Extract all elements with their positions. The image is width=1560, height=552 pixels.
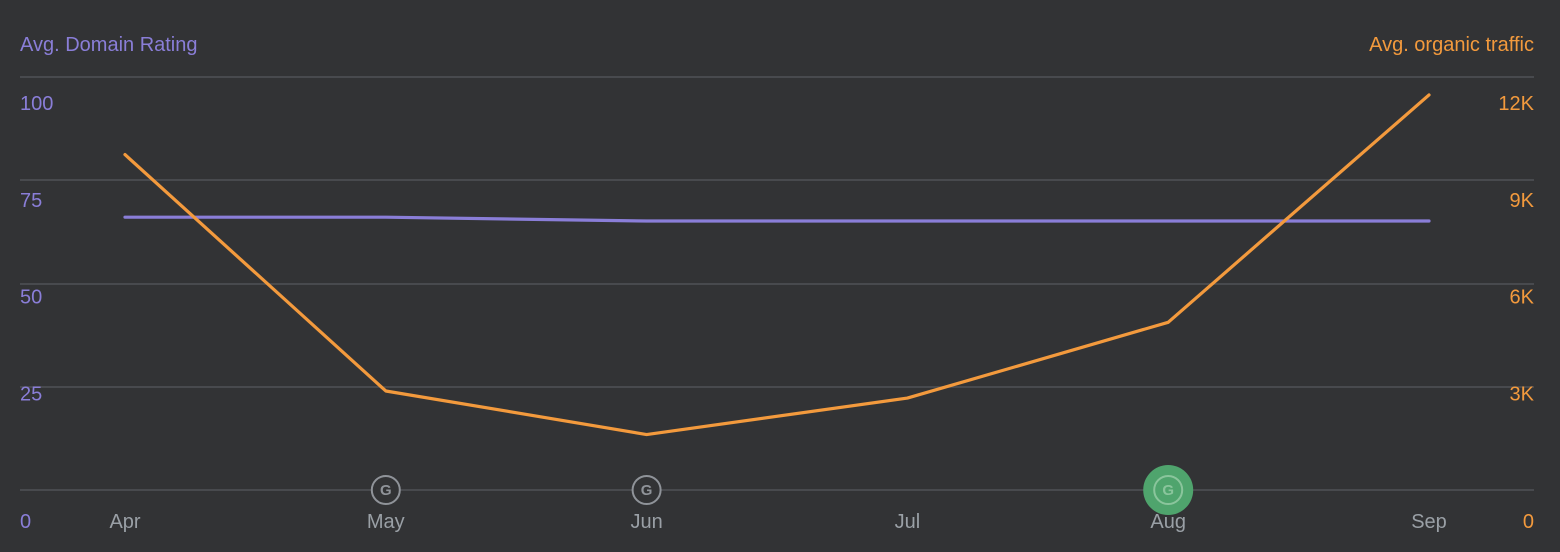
x-tick-aug: Aug <box>1150 511 1186 533</box>
x-tick-jun: Jun <box>630 511 662 533</box>
left-axis-title: Avg. Domain Rating <box>20 34 198 56</box>
series-line-1 <box>123 93 1431 437</box>
series-line-0 <box>123 215 1431 223</box>
series-lines <box>123 93 1431 437</box>
left-axis-ticks: 0 25 50 75 100 <box>20 93 53 533</box>
right-tick-12K: 12K <box>1498 93 1534 115</box>
left-tick-100: 100 <box>20 93 53 115</box>
right-tick-9K: 9K <box>1510 190 1535 212</box>
grid-lines <box>20 76 1534 491</box>
left-tick-25: 25 <box>20 383 42 405</box>
google-update-marker-may[interactable]: G <box>370 475 401 505</box>
google-update-icon <box>370 475 401 505</box>
x-tick-sep: Sep <box>1411 511 1447 533</box>
right-tick-3K: 3K <box>1510 383 1535 405</box>
right-axis-title: Avg. organic traffic <box>1369 34 1534 56</box>
left-tick-50: 50 <box>20 287 42 309</box>
x-axis-ticks: Apr May Jun Jul Aug Sep <box>109 511 1446 533</box>
google-update-marker-label: G <box>380 482 392 499</box>
left-tick-75: 75 <box>20 190 42 212</box>
google-update-icon <box>631 475 662 505</box>
google-update-marker-label: G <box>1162 482 1174 499</box>
google-update-icon <box>1153 475 1184 505</box>
right-tick-0: 0 <box>1523 511 1534 533</box>
x-tick-jul: Jul <box>895 511 921 533</box>
x-tick-may: May <box>367 511 405 533</box>
google-update-marker-background <box>1143 465 1194 515</box>
left-tick-0: 0 <box>20 511 31 533</box>
google-update-marker-jun[interactable]: G <box>631 475 662 505</box>
right-tick-6K: 6K <box>1510 287 1535 309</box>
x-tick-apr: Apr <box>109 511 140 533</box>
google-update-marker-aug[interactable]: G <box>1143 465 1194 515</box>
google-update-marker-label: G <box>641 482 653 499</box>
right-axis-ticks: 0 3K 6K 9K 12K <box>1498 93 1534 533</box>
